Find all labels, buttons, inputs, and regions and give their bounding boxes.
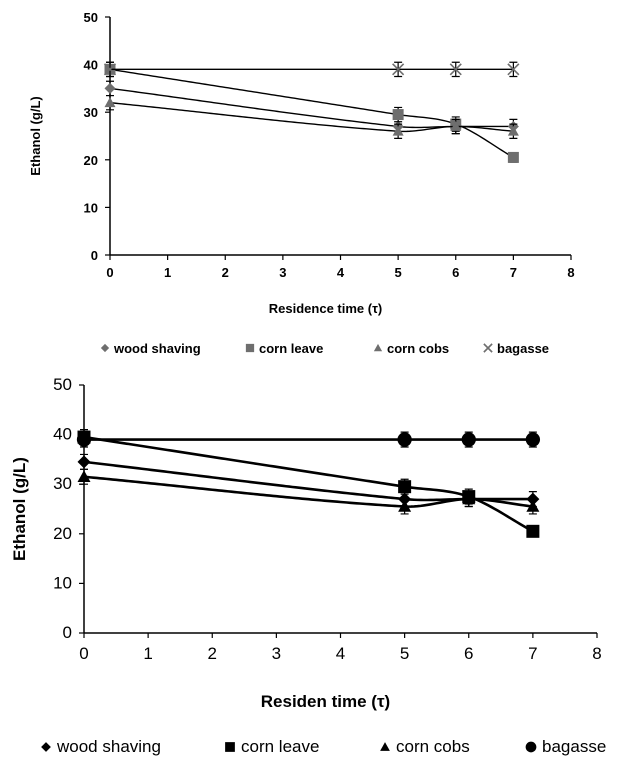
x-tick-label: 8	[592, 644, 601, 663]
legend-marker	[100, 343, 110, 353]
y-tick-label: 50	[84, 10, 98, 25]
legend-item: corn leave	[245, 341, 323, 356]
legend-marker	[525, 741, 537, 753]
legend-label: bagasse	[497, 341, 549, 356]
series-corn-cobs	[77, 468, 540, 515]
data-point	[450, 120, 462, 131]
x-tick-label: 1	[164, 265, 171, 280]
data-point	[507, 63, 520, 76]
y-tick-label: 30	[53, 474, 72, 493]
x-tick-label: 4	[336, 644, 345, 663]
legend-marker	[483, 343, 493, 353]
data-point	[392, 63, 405, 76]
series-corn-cobs	[104, 94, 519, 139]
data-point	[76, 432, 92, 447]
x-tick-label: 6	[464, 644, 473, 663]
x-tick-label: 7	[510, 265, 517, 280]
y-tick-label: 50	[53, 375, 72, 394]
data-point	[392, 109, 404, 121]
data-point	[104, 82, 116, 94]
data-point	[461, 432, 476, 447]
y-tick-label: 40	[53, 425, 72, 444]
data-point	[507, 151, 519, 163]
legend-item: corn cobs	[380, 737, 470, 756]
trend-line	[83, 475, 534, 508]
x-tick-label: 3	[272, 644, 281, 663]
trend-line	[83, 435, 534, 533]
data-point	[525, 432, 541, 447]
y-tick-label: 20	[84, 153, 98, 168]
x-axis-label: Residence time (τ)	[269, 301, 382, 316]
legend-marker	[225, 742, 235, 752]
x-tick-label: 8	[567, 265, 574, 280]
trend-line	[109, 101, 514, 133]
legend-label: wood shaving	[113, 341, 201, 356]
legend-label: corn cobs	[396, 737, 470, 756]
chart-top: 0 10 20 30 40 50 0 1 2 3 4 5 6 7 8 Residence time (τ) Et…	[28, 10, 575, 356]
x-tick-label: 0	[106, 265, 113, 280]
legend-item: corn cobs	[373, 341, 449, 356]
x-tick-label: 4	[337, 265, 345, 280]
y-tick-label: 20	[53, 524, 72, 543]
data-point	[397, 432, 412, 447]
legend-marker	[245, 343, 255, 353]
x-tick-label: 5	[395, 265, 402, 280]
legend-marker	[41, 742, 51, 752]
data-point	[104, 97, 116, 108]
x-tick-label: 6	[452, 265, 459, 280]
y-tick-label: 10	[84, 200, 98, 215]
data-point	[462, 492, 476, 505]
y-tick-label: 40	[84, 58, 98, 73]
legend-label: bagasse	[542, 737, 606, 756]
data-point	[526, 500, 540, 512]
x-tick-label: 2	[222, 265, 229, 280]
x-tick-label: 5	[400, 644, 409, 663]
data-point	[507, 125, 519, 136]
y-tick-label: 0	[91, 248, 98, 263]
data-point	[449, 63, 462, 76]
data-point	[398, 480, 412, 494]
legend-label: corn leave	[241, 737, 319, 756]
legend-item: bagasse	[483, 341, 549, 356]
legend-marker	[373, 343, 383, 352]
series-bagasse	[103, 61, 520, 78]
data-point	[77, 470, 91, 482]
x-tick-label: 7	[528, 644, 537, 663]
data-point	[103, 63, 117, 76]
y-axis-label: Ethanol (g/L)	[28, 96, 43, 175]
series-corn-leave	[104, 61, 519, 163]
y-tick-label: 0	[63, 623, 72, 642]
chart-bottom: 0 10 20 30 40 50 0 1 2 3 4 5 6 7 8 Residen time (τ) Etha…	[10, 375, 606, 756]
data-point	[77, 455, 91, 469]
x-axis-label: Residen time (τ)	[261, 692, 390, 711]
x-tick-label: 2	[208, 644, 217, 663]
y-axis-label: Ethanol (g/L)	[10, 457, 29, 561]
y-tick-label: 10	[53, 573, 72, 592]
x-tick-label: 0	[79, 644, 88, 663]
legend-marker	[380, 742, 390, 751]
x-tick-label: 1	[143, 644, 152, 663]
legend-item: wood shaving	[100, 341, 201, 356]
y-tick-label: 30	[84, 105, 98, 120]
series-bagasse	[76, 431, 541, 448]
legend-item: bagasse	[525, 737, 606, 756]
data-point	[526, 524, 540, 538]
legend-item: corn leave	[225, 737, 319, 756]
trend-line	[109, 68, 514, 159]
data-point	[398, 500, 412, 512]
legend-label: wood shaving	[56, 737, 161, 756]
legend-item: wood shaving	[41, 737, 161, 756]
legend-label: corn cobs	[387, 341, 449, 356]
data-point	[392, 125, 404, 136]
legend-label: corn leave	[259, 341, 323, 356]
x-tick-label: 3	[279, 265, 286, 280]
